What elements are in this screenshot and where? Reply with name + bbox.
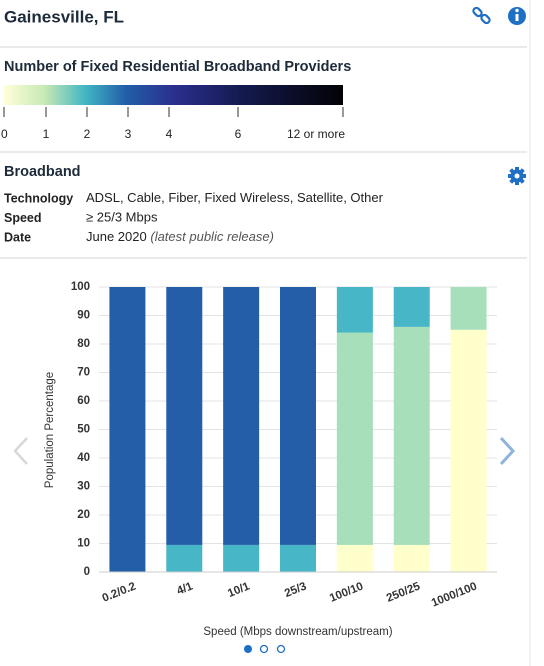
legend-title: Number of Fixed Residential Broadband Pr… <box>4 59 351 75</box>
legend-tick-label: 0 <box>1 127 8 141</box>
legend-tick-label: 12 or more <box>287 127 345 141</box>
row-value-text: ADSL, Cable, Fiber, Fixed Wireless, Sate… <box>86 190 384 205</box>
bar-segment <box>166 544 203 572</box>
x-tick-label: 1000/100 <box>430 580 479 609</box>
x-tick-label: 25/3 <box>283 580 308 600</box>
row-value-text: June 2020 <box>86 229 147 244</box>
y-tick-label: 90 <box>77 310 90 322</box>
y-tick-label: 10 <box>77 538 90 550</box>
row-value: ADSL, Cable, Fiber, Fixed Wireless, Sate… <box>86 190 384 205</box>
x-tick-label: 4/1 <box>175 580 195 597</box>
bar-segment <box>280 544 316 572</box>
info-rows: Technology ADSL, Cable, Fiber, Fixed Wire… <box>4 190 384 244</box>
y-tick-label: 20 <box>77 509 90 521</box>
color-ramp <box>4 85 343 105</box>
bar-segment <box>336 544 373 572</box>
legend-tick-label: 1 <box>43 127 50 141</box>
y-tick-label: 70 <box>77 367 90 379</box>
row-value: June 2020 (latest public release) <box>86 229 274 244</box>
legend-ticks: 0 1 2 3 4 6 12 or more <box>1 107 345 141</box>
carousel-dot[interactable] <box>244 645 252 653</box>
bar-segment <box>336 287 373 333</box>
y-tick-label: 30 <box>77 481 90 493</box>
row-label: Date <box>4 230 31 244</box>
y-tick-label: 40 <box>77 452 90 464</box>
row-label: Speed <box>4 211 42 225</box>
next-arrow[interactable] <box>499 436 516 466</box>
y-tick-label: 50 <box>77 424 90 436</box>
x-tick-label: 250/25 <box>385 580 423 605</box>
bar-segment <box>166 287 203 545</box>
carousel-dot[interactable] <box>276 644 286 654</box>
y-tick-label: 0 <box>84 566 90 578</box>
info-icon[interactable] <box>508 7 526 25</box>
bar-segment <box>109 287 146 572</box>
location-title: Gainesville, FL <box>4 7 124 26</box>
legend-tick-label: 2 <box>84 127 91 141</box>
x-axis-title: Speed (Mbps downstream/upstream) <box>203 626 392 638</box>
legend-tick-label: 6 <box>235 127 242 141</box>
y-tick-label: 100 <box>71 281 90 293</box>
legend-tick-label: 4 <box>166 127 173 141</box>
row-value-text: ≥ 25/3 Mbps <box>86 210 158 225</box>
bar-segment <box>393 544 430 572</box>
row-note: (latest public release) <box>150 229 274 244</box>
bar-segment <box>336 332 373 545</box>
y-axis-title: Population Percentage <box>44 372 56 488</box>
chart: 0 10 20 30 40 50 60 70 80 90 100 0.2/0.2 4/1 10/1 25/3… <box>71 281 497 610</box>
bar-segment <box>450 287 487 330</box>
row-value: ≥ 25/3 Mbps <box>86 210 158 225</box>
section-title: Broadband <box>4 164 81 180</box>
bar-segment <box>393 287 430 327</box>
link-icon[interactable] <box>472 6 491 25</box>
x-tick-label: 100/10 <box>328 580 365 604</box>
x-tick-label: 0.2/0.2 <box>101 580 138 604</box>
bar-segment <box>450 329 487 572</box>
x-tick-label: 10/1 <box>226 580 252 600</box>
carousel-dot[interactable] <box>259 644 269 654</box>
bar-segment <box>223 287 260 545</box>
bar-segment <box>223 544 260 572</box>
bar-segment <box>280 287 316 545</box>
legend-tick-label: 3 <box>125 127 132 141</box>
row-label: Technology <box>4 191 73 205</box>
y-tick-label: 60 <box>77 395 90 407</box>
y-tick-label: 80 <box>77 338 90 350</box>
prev-arrow[interactable] <box>13 437 28 465</box>
settings-icon[interactable] <box>508 167 526 185</box>
bar-segment <box>393 326 430 545</box>
